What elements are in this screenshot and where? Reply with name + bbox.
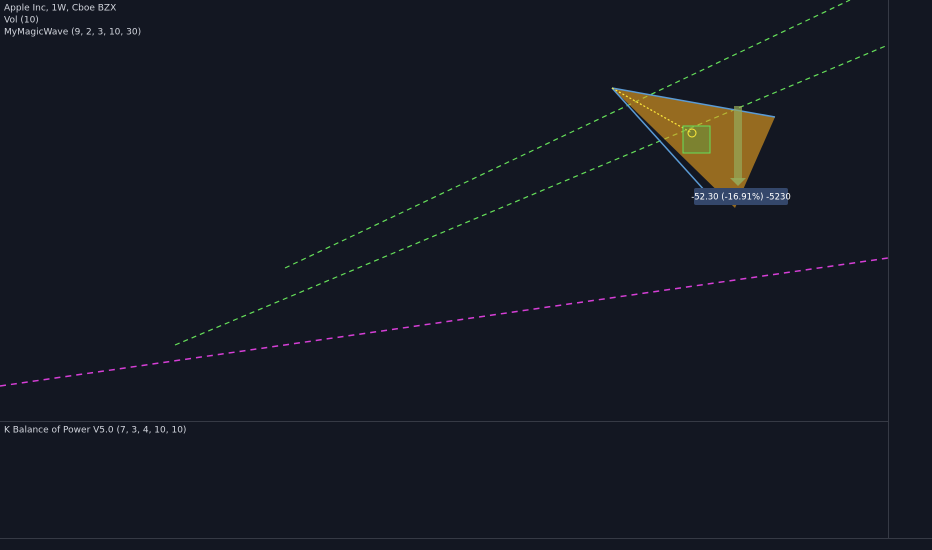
- drop-arrow-head: [730, 178, 746, 186]
- legend-volume: Vol (10): [4, 16, 39, 26]
- legend-symbol: Apple Inc, 1W, Cboe BZX: [4, 4, 116, 14]
- projection-line: [611, 87, 776, 118]
- measure-label: -52.30 (-16.91%) -5230: [691, 193, 791, 203]
- measure-box: [694, 188, 788, 205]
- trend-line: [174, 44, 889, 346]
- oscillator-title: K Balance of Power V5.0 (7, 3, 4, 10, 10…: [4, 426, 186, 436]
- drop-arrow: [734, 106, 742, 180]
- price-axis: [888, 0, 932, 550]
- target-box: [682, 125, 711, 154]
- projection-line: [611, 87, 707, 193]
- projection-path: [611, 87, 693, 134]
- target-point: [687, 128, 697, 138]
- legend-wave: MyMagicWave (9, 2, 3, 10, 30): [4, 28, 141, 38]
